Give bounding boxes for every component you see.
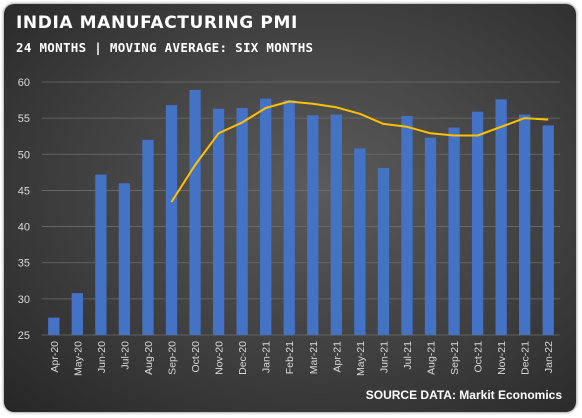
chart-title: INDIA MANUFACTURING PMI xyxy=(16,13,298,33)
x-tick-label: Oct-21 xyxy=(473,341,485,373)
bar xyxy=(448,127,460,335)
x-tick-label: Aug-21 xyxy=(426,341,438,375)
bar xyxy=(401,115,413,335)
y-tick-label: 40 xyxy=(18,222,30,234)
bar xyxy=(542,125,554,335)
pmi-chart: 25 30 35 40 45 50 55 60 Apr-20 May-20 Jun-20 Jul-20… xyxy=(18,77,560,376)
x-tick-label: Aug-20 xyxy=(143,341,155,375)
x-tick-label: Jul-20 xyxy=(119,341,131,370)
bar xyxy=(519,114,531,336)
bar xyxy=(307,115,319,335)
x-tick-label: Sep-20 xyxy=(167,341,179,375)
y-tick-label: 30 xyxy=(18,294,30,306)
bar xyxy=(142,139,154,335)
bar xyxy=(118,183,131,335)
y-tick-label: 55 xyxy=(18,113,30,125)
x-tick-label: Sep-21 xyxy=(449,341,461,375)
x-tick-label: Jan-21 xyxy=(261,341,273,373)
bar xyxy=(471,111,484,335)
x-tick-label: Feb-21 xyxy=(284,341,296,374)
y-tick-label: 25 xyxy=(18,330,30,342)
bar xyxy=(377,168,390,335)
y-tick-label: 45 xyxy=(18,185,30,197)
y-tick-label: 60 xyxy=(18,77,30,89)
x-tick-label: May-21 xyxy=(355,341,367,376)
bar xyxy=(283,100,295,335)
bar xyxy=(48,317,60,335)
bar xyxy=(212,108,225,335)
x-tick-label: Mar-21 xyxy=(308,341,320,374)
x-tick-label: May-20 xyxy=(72,341,84,376)
moving-average-line xyxy=(170,100,549,203)
chart-panel: INDIA MANUFACTURING PMI 24 MONTHS | MOVI… xyxy=(4,4,576,412)
bar xyxy=(165,105,178,335)
x-tick-label: Nov-20 xyxy=(214,341,226,375)
x-tick-label: Apr-20 xyxy=(49,341,61,373)
x-tick-label: Jun-20 xyxy=(96,341,108,373)
bar xyxy=(189,89,201,335)
x-tick-label: Nov-21 xyxy=(496,341,508,375)
bar xyxy=(95,174,107,335)
bar xyxy=(71,293,83,335)
bar xyxy=(330,114,342,336)
bar xyxy=(236,108,248,335)
x-tick-label: Jul-21 xyxy=(402,341,414,370)
bar xyxy=(424,137,437,335)
x-tick-label: Dec-20 xyxy=(237,341,249,375)
x-tick-label: Apr-21 xyxy=(331,341,343,373)
source-note: SOURCE DATA: Markit Economics xyxy=(365,388,562,402)
chart-subtitle: 24 MONTHS | MOVING AVERAGE: SIX MONTHS xyxy=(16,40,314,55)
bar xyxy=(354,148,366,335)
bar xyxy=(260,98,272,335)
x-tick-label: Oct-20 xyxy=(190,341,202,373)
x-tick-label: Jun-21 xyxy=(378,341,390,373)
x-tick-label: Dec-21 xyxy=(520,341,532,375)
y-tick-label: 35 xyxy=(18,258,30,270)
x-tick-label: Jan-22 xyxy=(543,341,555,373)
y-tick-label: 50 xyxy=(18,149,30,161)
bar xyxy=(495,99,507,335)
